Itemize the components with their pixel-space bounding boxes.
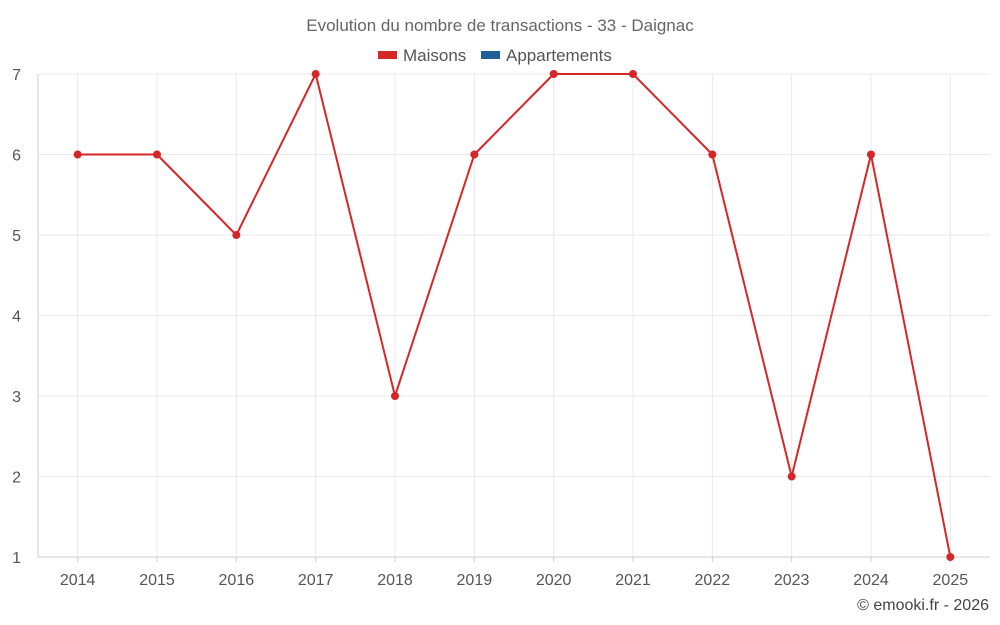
data-point-maisons[interactable] <box>153 150 161 159</box>
credit-text: © emooki.fr - 2026 <box>857 597 989 614</box>
x-tick-label: 2021 <box>615 572 651 589</box>
legend: Maisons Appartements <box>378 46 612 65</box>
data-point-maisons[interactable] <box>391 392 399 400</box>
x-tick-label: 2023 <box>774 572 810 589</box>
series-line-maisons <box>77 73 952 558</box>
data-point-maisons[interactable] <box>73 150 82 159</box>
y-tick-label: 5 <box>12 228 21 245</box>
x-tick-label: 2022 <box>695 572 731 589</box>
x-tick-label: 2025 <box>933 572 969 589</box>
legend-label-appartements: Appartements <box>506 46 612 65</box>
data-point-maisons[interactable] <box>946 553 955 561</box>
axes <box>37 74 990 562</box>
data-point-maisons[interactable] <box>708 150 717 159</box>
legend-label-maisons: Maisons <box>403 46 466 65</box>
data-point-maisons[interactable] <box>629 70 637 78</box>
y-tick-label: 1 <box>12 550 21 567</box>
legend-swatch-maisons <box>378 51 397 59</box>
series <box>73 70 955 561</box>
legend-swatch-appartements <box>481 51 500 59</box>
x-tick-label: 2020 <box>536 572 572 589</box>
x-tick-label: 2018 <box>377 572 413 589</box>
data-point-maisons[interactable] <box>867 150 875 159</box>
data-point-maisons[interactable] <box>470 150 479 159</box>
y-tick-label: 3 <box>12 389 21 406</box>
x-tick-label: 2016 <box>219 572 255 589</box>
data-point-maisons[interactable] <box>232 231 241 239</box>
x-tick-label: 2017 <box>298 572 334 589</box>
x-tick-label: 2014 <box>60 572 96 589</box>
y-axis-ticks: 1 2 3 4 5 6 7 <box>12 67 21 567</box>
legend-item-maisons[interactable]: Maisons <box>378 46 466 65</box>
chart-title: Evolution du nombre de transactions - 33… <box>306 16 694 35</box>
y-tick-label: 6 <box>12 148 21 165</box>
x-tick-label: 2015 <box>139 572 175 589</box>
y-tick-label: 7 <box>12 67 21 84</box>
y-tick-label: 4 <box>12 309 21 326</box>
legend-item-appartements[interactable]: Appartements <box>481 46 612 65</box>
data-point-maisons[interactable] <box>549 70 558 78</box>
grid <box>38 73 990 557</box>
x-tick-label: 2019 <box>457 572 493 589</box>
data-point-maisons[interactable] <box>787 472 796 481</box>
data-point-maisons[interactable] <box>311 70 320 78</box>
x-tick-label: 2024 <box>853 572 889 589</box>
y-tick-label: 2 <box>12 470 21 487</box>
x-axis-ticks: 2014 2015 2016 2017 2018 2019 2020 2021 2022 2023… <box>60 572 968 589</box>
